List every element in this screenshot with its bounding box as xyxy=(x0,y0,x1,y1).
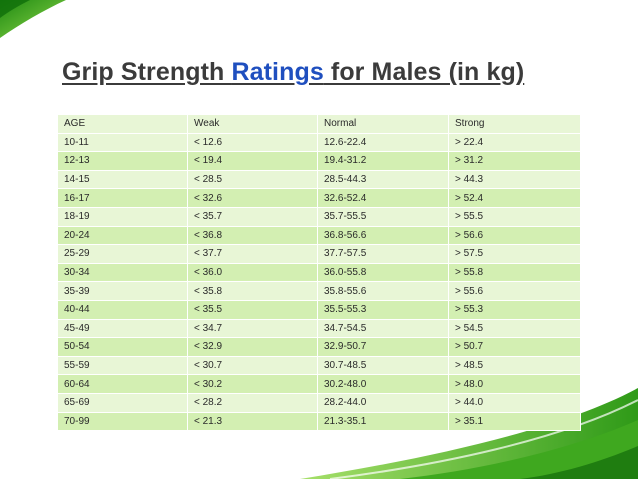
weak-cell: < 28.2 xyxy=(187,392,318,413)
table-row: 55-59 < 30.7 30.7-48.5 > 48.5 xyxy=(57,355,581,376)
table-row: 16-17 < 32.6 32.6-52.4 > 52.4 xyxy=(57,188,581,208)
age-cell: 18-19 xyxy=(57,206,188,227)
weak-cell: < 35.7 xyxy=(187,206,318,227)
strong-cell: > 54.5 xyxy=(448,318,581,339)
age-cell: 55-59 xyxy=(57,355,188,376)
weak-cell: < 30.2 xyxy=(187,374,318,394)
strong-cell: > 50.7 xyxy=(448,337,581,357)
strong-cell: > 52.4 xyxy=(448,188,581,208)
header-normal: Normal xyxy=(317,114,449,134)
strong-cell: > 44.3 xyxy=(448,169,581,190)
table-row: 35-39 < 35.8 35.8-55.6 > 55.6 xyxy=(57,281,581,301)
weak-cell: < 35.8 xyxy=(187,281,318,301)
strong-cell: > 55.8 xyxy=(448,262,581,283)
table-row: 50-54 < 32.9 32.9-50.7 > 50.7 xyxy=(57,337,581,357)
normal-cell: 35.8-55.6 xyxy=(317,281,449,301)
weak-cell: < 36.0 xyxy=(187,262,318,283)
normal-cell: 28.5-44.3 xyxy=(317,169,449,190)
table-row: 18-19 < 35.7 35.7-55.5 > 55.5 xyxy=(57,206,581,227)
normal-cell: 35.5-55.3 xyxy=(317,299,449,320)
strong-cell: > 48.0 xyxy=(448,374,581,394)
header-weak: Weak xyxy=(187,114,318,134)
normal-cell: 30.2-48.0 xyxy=(317,374,449,394)
age-cell: 70-99 xyxy=(57,411,188,432)
table-row: 14-15 < 28.5 28.5-44.3 > 44.3 xyxy=(57,169,581,190)
normal-cell: 28.2-44.0 xyxy=(317,392,449,413)
bottom-right-swoosh-mid xyxy=(400,420,638,479)
normal-cell: 19.4-31.2 xyxy=(317,151,449,171)
weak-cell: < 32.9 xyxy=(187,337,318,357)
age-cell: 45-49 xyxy=(57,318,188,339)
header-age: AGE xyxy=(57,114,188,134)
title-highlight: Ratings xyxy=(231,58,324,86)
weak-cell: < 35.5 xyxy=(187,299,318,320)
table-row: 12-13 < 19.4 19.4-31.2 > 31.2 xyxy=(57,151,581,171)
normal-cell: 32.9-50.7 xyxy=(317,337,449,357)
normal-cell: 37.7-57.5 xyxy=(317,244,449,264)
weak-cell: < 19.4 xyxy=(187,151,318,171)
title-part2: for Males (in kg) xyxy=(323,58,525,86)
weak-cell: < 37.7 xyxy=(187,244,318,264)
table-row: 20-24 < 36.8 36.8-56.6 > 56.6 xyxy=(57,225,581,246)
weak-cell: < 12.6 xyxy=(187,132,318,153)
table-row: 25-29 < 37.7 37.7-57.5 > 57.5 xyxy=(57,244,581,264)
strong-cell: > 44.0 xyxy=(448,392,581,413)
weak-cell: < 30.7 xyxy=(187,355,318,376)
table-row: 30-34 < 36.0 36.0-55.8 > 55.8 xyxy=(57,262,581,283)
weak-cell: < 36.8 xyxy=(187,225,318,246)
normal-cell: 32.6-52.4 xyxy=(317,188,449,208)
title-part1: Grip Strength xyxy=(62,58,232,86)
table-header-row: AGE Weak Normal Strong xyxy=(57,114,581,134)
age-cell: 65-69 xyxy=(57,392,188,413)
top-left-swoosh xyxy=(0,0,66,38)
table-row: 65-69 < 28.2 28.2-44.0 > 44.0 xyxy=(57,392,581,413)
strong-cell: > 31.2 xyxy=(448,151,581,171)
age-cell: 20-24 xyxy=(57,225,188,246)
normal-cell: 35.7-55.5 xyxy=(317,206,449,227)
age-cell: 16-17 xyxy=(57,188,188,208)
age-cell: 25-29 xyxy=(57,244,188,264)
normal-cell: 30.7-48.5 xyxy=(317,355,449,376)
table-row: 45-49 < 34.7 34.7-54.5 > 54.5 xyxy=(57,318,581,339)
weak-cell: < 34.7 xyxy=(187,318,318,339)
strong-cell: > 55.6 xyxy=(448,281,581,301)
header-strong: Strong xyxy=(448,114,581,134)
weak-cell: < 28.5 xyxy=(187,169,318,190)
table-row: 40-44 < 35.5 35.5-55.3 > 55.3 xyxy=(57,299,581,320)
age-cell: 30-34 xyxy=(57,262,188,283)
table-row: 60-64 < 30.2 30.2-48.0 > 48.0 xyxy=(57,374,581,394)
weak-cell: < 21.3 xyxy=(187,411,318,432)
strong-cell: > 22.4 xyxy=(448,132,581,153)
weak-cell: < 32.6 xyxy=(187,188,318,208)
grip-strength-table: AGE Weak Normal Strong 10-11 < 12.6 12.6-2… xyxy=(57,114,581,432)
age-cell: 60-64 xyxy=(57,374,188,394)
age-cell: 40-44 xyxy=(57,299,188,320)
strong-cell: > 56.6 xyxy=(448,225,581,246)
strong-cell: > 35.1 xyxy=(448,411,581,432)
slide-title: Grip Strength Ratings for Males (in kg) xyxy=(62,58,524,87)
top-left-swoosh-dark xyxy=(0,0,30,18)
strong-cell: > 55.5 xyxy=(448,206,581,227)
age-cell: 12-13 xyxy=(57,151,188,171)
swoosh-highlight-line xyxy=(329,399,638,479)
age-cell: 14-15 xyxy=(57,169,188,190)
bottom-right-swoosh-dark xyxy=(520,446,638,479)
age-cell: 50-54 xyxy=(57,337,188,357)
normal-cell: 34.7-54.5 xyxy=(317,318,449,339)
table-row: 10-11 < 12.6 12.6-22.4 > 22.4 xyxy=(57,132,581,153)
normal-cell: 12.6-22.4 xyxy=(317,132,449,153)
strong-cell: > 48.5 xyxy=(448,355,581,376)
strong-cell: > 55.3 xyxy=(448,299,581,320)
age-cell: 35-39 xyxy=(57,281,188,301)
strong-cell: > 57.5 xyxy=(448,244,581,264)
age-cell: 10-11 xyxy=(57,132,188,153)
normal-cell: 21.3-35.1 xyxy=(317,411,449,432)
normal-cell: 36.0-55.8 xyxy=(317,262,449,283)
table-row: 70-99 < 21.3 21.3-35.1 > 35.1 xyxy=(57,411,581,432)
normal-cell: 36.8-56.6 xyxy=(317,225,449,246)
